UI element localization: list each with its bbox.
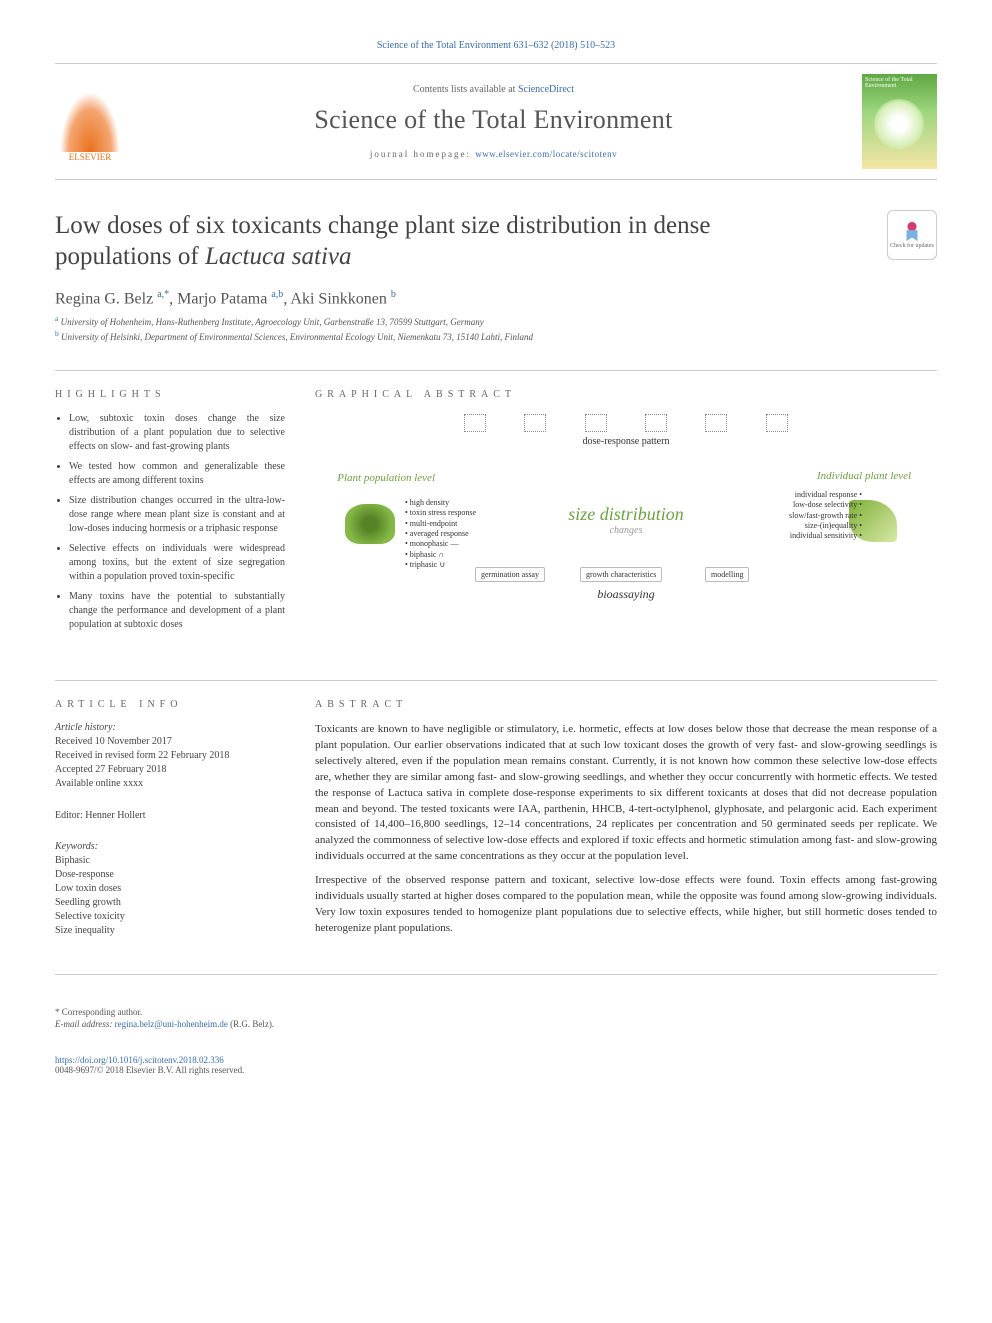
molecule-icon [524, 414, 546, 432]
footer: * Corresponding author. E-mail address: … [55, 1007, 937, 1075]
author-1-sup[interactable]: a,* [157, 289, 169, 300]
corresponding-marker: * Corresponding author. [55, 1007, 937, 1017]
aff-b-text: University of Helsinki, Department of En… [59, 332, 533, 342]
molecules-row [445, 414, 807, 436]
growth-box: growth characteristics [580, 567, 662, 582]
affiliation-b: b University of Helsinki, Department of … [55, 329, 937, 342]
germination-box: germination assay [475, 567, 545, 582]
drp-label: dose-response pattern [583, 436, 670, 447]
highlights-heading: HIGHLIGHTS [55, 389, 285, 400]
lower-two-column: ARTICLE INFO Article history: Received 1… [55, 680, 937, 975]
history-block: Article history: Received 10 November 20… [55, 722, 285, 791]
history-text: Received 10 November 2017 Received in re… [55, 735, 285, 791]
article-info-column: ARTICLE INFO Article history: Received 1… [55, 699, 285, 956]
author-3-sup[interactable]: b [391, 289, 396, 300]
contents-line: Contents lists available at ScienceDirec… [125, 84, 862, 95]
homepage-line: journal homepage: www.elsevier.com/locat… [125, 149, 862, 159]
masthead-center: Contents lists available at ScienceDirec… [125, 84, 862, 159]
affiliation-a: a University of Hohenheim, Hans-Ruthenbe… [55, 314, 937, 327]
journal-title: Science of the Total Environment [125, 105, 862, 135]
doi-link[interactable]: https://doi.org/10.1016/j.scitotenv.2018… [55, 1055, 224, 1065]
sciencedirect-link[interactable]: ScienceDirect [518, 84, 574, 95]
email-suffix: (R.G. Belz). [228, 1019, 274, 1029]
highlight-item: Selective effects on individuals were wi… [69, 542, 285, 584]
right-level-label: Individual plant level [817, 470, 917, 482]
elsevier-logo[interactable]: ELSEVIER [55, 82, 125, 162]
modelling-box: modelling [705, 567, 749, 582]
highlight-item: Low, subtoxic toxin doses change the siz… [69, 412, 285, 454]
article-title: Low doses of six toxicants change plant … [55, 210, 805, 273]
elsevier-logo-text: ELSEVIER [69, 152, 112, 162]
abstract-para-1: Toxicants are known to have negligible o… [315, 722, 937, 865]
page-container: Science of the Total Environment 631–632… [0, 0, 992, 1115]
info-heading: ARTICLE INFO [55, 699, 285, 710]
elsevier-tree-icon [60, 92, 120, 152]
author-2-sup[interactable]: a,b [271, 289, 283, 300]
contents-prefix: Contents lists available at [413, 84, 518, 95]
highlight-item: We tested how common and generalizable t… [69, 460, 285, 488]
bookmark-check-icon [901, 221, 923, 243]
history-label: Article history: [55, 722, 285, 733]
size-main: size distribution [568, 504, 684, 524]
editor-text: Editor: Henner Hollert [55, 809, 285, 823]
highlights-list: Low, subtoxic toxin doses change the siz… [55, 412, 285, 632]
aff-a-text: University of Hohenheim, Hans-Ruthenberg… [58, 317, 483, 327]
bioassaying-label: bioassaying [597, 587, 654, 602]
footer-identifiers: https://doi.org/10.1016/j.scitotenv.2018… [55, 1055, 937, 1075]
article-head: Low doses of six toxicants change plant … [55, 210, 937, 273]
molecule-icon [766, 414, 788, 432]
email-link[interactable]: regina.belz@uni-hohenheim.de [115, 1019, 228, 1029]
graphical-abstract-column: GRAPHICAL ABSTRACT dose-response pattern… [315, 389, 937, 652]
left-level-label: Plant population level [335, 472, 435, 484]
abstract-column: ABSTRACT Toxicants are known to have neg… [315, 699, 937, 956]
molecule-icon [464, 414, 486, 432]
lettuce-population-icon [345, 504, 395, 544]
author-2: , Marjo Patama [169, 290, 271, 307]
cover-text: Science of the Total Environment [865, 77, 913, 89]
highlights-column: HIGHLIGHTS Low, subtoxic toxin doses cha… [55, 389, 285, 652]
graphical-heading: GRAPHICAL ABSTRACT [315, 389, 937, 400]
highlight-item: Size distribution changes occurred in th… [69, 494, 285, 536]
right-bullets: individual response • low-dose selectivi… [789, 490, 862, 542]
citation-header[interactable]: Science of the Total Environment 631–632… [55, 40, 937, 51]
abstract-heading: ABSTRACT [315, 699, 937, 710]
authors-line: Regina G. Belz a,*, Marjo Patama a,b, Ak… [55, 289, 937, 308]
cover-graphic-icon [874, 99, 924, 149]
issn-copyright: 0048-9697/© 2018 Elsevier B.V. All right… [55, 1065, 937, 1075]
author-3: , Aki Sinkkonen [283, 290, 391, 307]
keywords-text: Biphasic Dose-response Low toxin doses S… [55, 854, 285, 938]
email-line: E-mail address: regina.belz@uni-hohenhei… [55, 1019, 937, 1029]
title-species: Lactuca sativa [205, 243, 352, 270]
updates-label: Check for updates [890, 243, 934, 249]
title-text: Low doses of six toxicants change plant … [55, 212, 710, 270]
upper-two-column: HIGHLIGHTS Low, subtoxic toxin doses cha… [55, 370, 937, 652]
editor-block: Editor: Henner Hollert [55, 809, 285, 823]
highlight-item: Many toxins have the potential to substa… [69, 590, 285, 632]
journal-cover-thumbnail[interactable]: Science of the Total Environment [862, 74, 937, 169]
molecule-icon [645, 414, 667, 432]
size-sub: changes [568, 525, 684, 536]
abstract-para-2: Irrespective of the observed response pa… [315, 873, 937, 937]
homepage-link[interactable]: www.elsevier.com/locate/scitotenv [475, 149, 617, 159]
graphical-abstract-figure: dose-response pattern Plant population l… [315, 412, 937, 652]
size-distribution-label: size distribution changes [568, 504, 684, 536]
keywords-block: Keywords: Biphasic Dose-response Low tox… [55, 841, 285, 938]
author-1: Regina G. Belz [55, 290, 157, 307]
check-updates-button[interactable]: Check for updates [887, 210, 937, 260]
homepage-prefix: journal homepage: [370, 149, 475, 159]
keywords-label: Keywords: [55, 841, 285, 852]
masthead: ELSEVIER Contents lists available at Sci… [55, 63, 937, 180]
molecule-icon [705, 414, 727, 432]
left-bullets: • high density • toxin stress response •… [405, 498, 476, 571]
molecule-icon [585, 414, 607, 432]
email-label: E-mail address: [55, 1019, 115, 1029]
